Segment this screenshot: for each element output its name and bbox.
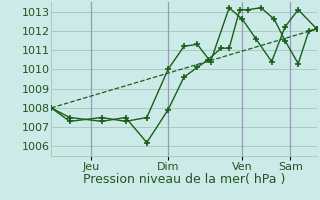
X-axis label: Pression niveau de la mer( hPa ): Pression niveau de la mer( hPa ) <box>83 173 285 186</box>
